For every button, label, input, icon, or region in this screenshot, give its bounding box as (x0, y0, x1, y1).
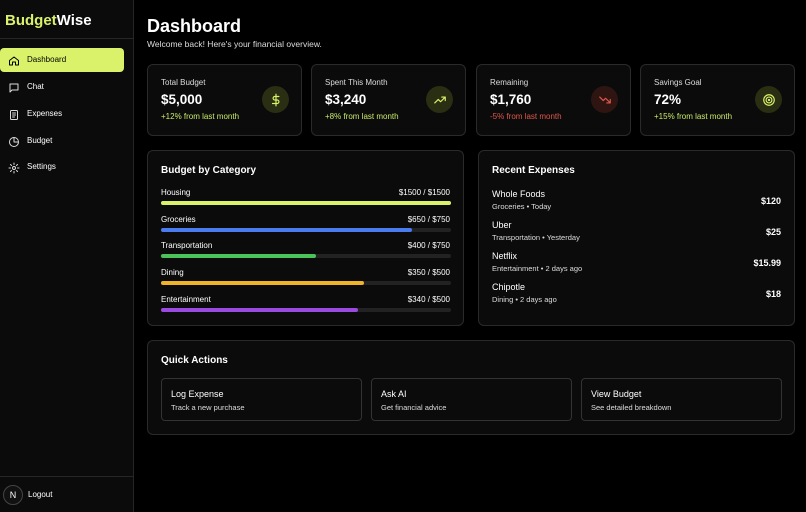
divider (0, 476, 133, 477)
expense-amount: $25 (765, 227, 781, 237)
action-description: See detailed breakdown (591, 403, 672, 412)
stat-change: +8% from last month (325, 112, 399, 121)
sidebar (0, 0, 134, 512)
expense-meta: Groceries • Today (492, 202, 552, 211)
nav-label: Settings (27, 162, 56, 171)
action-description: Get financial advice (381, 403, 447, 412)
nav-label: Expenses (27, 109, 63, 118)
nav-icon (8, 81, 20, 99)
category-name: Entertainment (161, 294, 211, 304)
stat-card: Remaining $1,760 -5% from last month (476, 64, 631, 136)
expense-amount: $15.99 (753, 258, 781, 268)
nav-item[interactable]: Settings (0, 155, 124, 179)
stat-value: $3,240 (325, 92, 367, 107)
expense-name: Whole Foods (492, 189, 546, 199)
category-name: Housing (161, 188, 191, 197)
brand: BudgetWise (5, 12, 92, 29)
stat-label: Total Budget (161, 78, 206, 87)
stat-label: Savings Goal (654, 78, 702, 87)
category-amount: $1500 / $1500 (398, 188, 450, 197)
category-amount: $400 / $750 (407, 241, 450, 251)
page-title: Dashboard (147, 16, 242, 36)
action-title: Ask AI (381, 389, 407, 399)
action-title: View Budget (591, 389, 642, 399)
stat-value: $5,000 (161, 92, 203, 107)
brand-second: Wise (56, 12, 92, 29)
stat-change: +15% from last month (654, 112, 733, 121)
stat-value: $1,760 (490, 92, 532, 107)
expense-name: Uber (492, 220, 512, 230)
nav-label: Dashboard (27, 55, 67, 64)
quick-actions-card: Quick Actions Log Expense Track a new purc… (147, 340, 795, 435)
expense-meta: Transportation • Yesterday (492, 233, 580, 242)
action-button[interactable]: Ask AI Get financial advice (371, 378, 572, 421)
budget-title: Budget by Category (161, 165, 257, 176)
action-title: Log Expense (171, 389, 224, 399)
stat-label: Remaining (490, 78, 529, 87)
expense-name: Netflix (492, 251, 518, 261)
nav-item[interactable]: Budget (0, 129, 124, 153)
action-description: Track a new purchase (171, 403, 245, 412)
stat-icon (426, 86, 453, 113)
expense-amount: $18 (765, 289, 781, 299)
nav-item[interactable]: Dashboard (0, 48, 124, 72)
category-name: Groceries (161, 214, 196, 224)
expense-meta: Dining • 2 days ago (492, 295, 557, 304)
budget-card: Budget by Category Housing $1500 / $1500 Gr… (147, 150, 464, 326)
nav-item[interactable]: Expenses (0, 102, 124, 126)
progress-bar (161, 227, 413, 232)
nav-label: Chat (27, 82, 44, 91)
nav-label: Budget (27, 136, 53, 145)
progress-bar (161, 281, 364, 286)
progress-bar (161, 254, 316, 259)
progress-bar (161, 201, 451, 205)
stat-label: Spent This Month (325, 78, 388, 87)
stat-value: 72% (654, 92, 682, 107)
expense-name: Chipotle (492, 282, 526, 292)
page-subtitle: Welcome back! Here's your financial over… (147, 39, 322, 49)
category-name: Transportation (161, 241, 213, 251)
action-button[interactable]: Log Expense Track a new purchase (161, 378, 362, 421)
category-name: Dining (161, 268, 184, 278)
nav-icon (8, 161, 20, 179)
logout[interactable]: Logout (28, 490, 53, 499)
nav-icon (8, 54, 20, 72)
nav-icon (8, 108, 20, 126)
quick-actions-title: Quick Actions (161, 355, 228, 366)
expense-meta: Entertainment • 2 days ago (492, 264, 583, 273)
category-amount: $340 / $500 (407, 294, 450, 304)
divider (0, 38, 133, 39)
expense-amount: $120 (760, 196, 781, 206)
expenses-title: Recent Expenses (492, 165, 575, 176)
stat-icon (755, 86, 782, 113)
stat-card: Savings Goal 72% +15% from last month (640, 64, 795, 136)
stat-card: Spent This Month $3,240 +8% from last mont… (311, 64, 466, 136)
expenses-card: Recent Expenses Whole Foods Groceries • To… (478, 150, 795, 326)
stat-card: Total Budget $5,000 +12% from last month (147, 64, 302, 136)
category-amount: $650 / $750 (407, 214, 450, 224)
brand-first: Budget (5, 12, 57, 29)
nav-item[interactable]: Chat (0, 75, 124, 99)
action-button[interactable]: View Budget See detailed breakdown (581, 378, 782, 421)
avatar[interactable]: N (3, 485, 23, 505)
stat-icon (262, 86, 289, 113)
category-amount: $350 / $500 (407, 268, 450, 278)
stat-icon (591, 86, 618, 113)
stat-change: -5% from last month (490, 112, 562, 121)
stat-change: +12% from last month (161, 112, 240, 121)
progress-bar (161, 307, 359, 312)
nav-icon (8, 135, 20, 153)
